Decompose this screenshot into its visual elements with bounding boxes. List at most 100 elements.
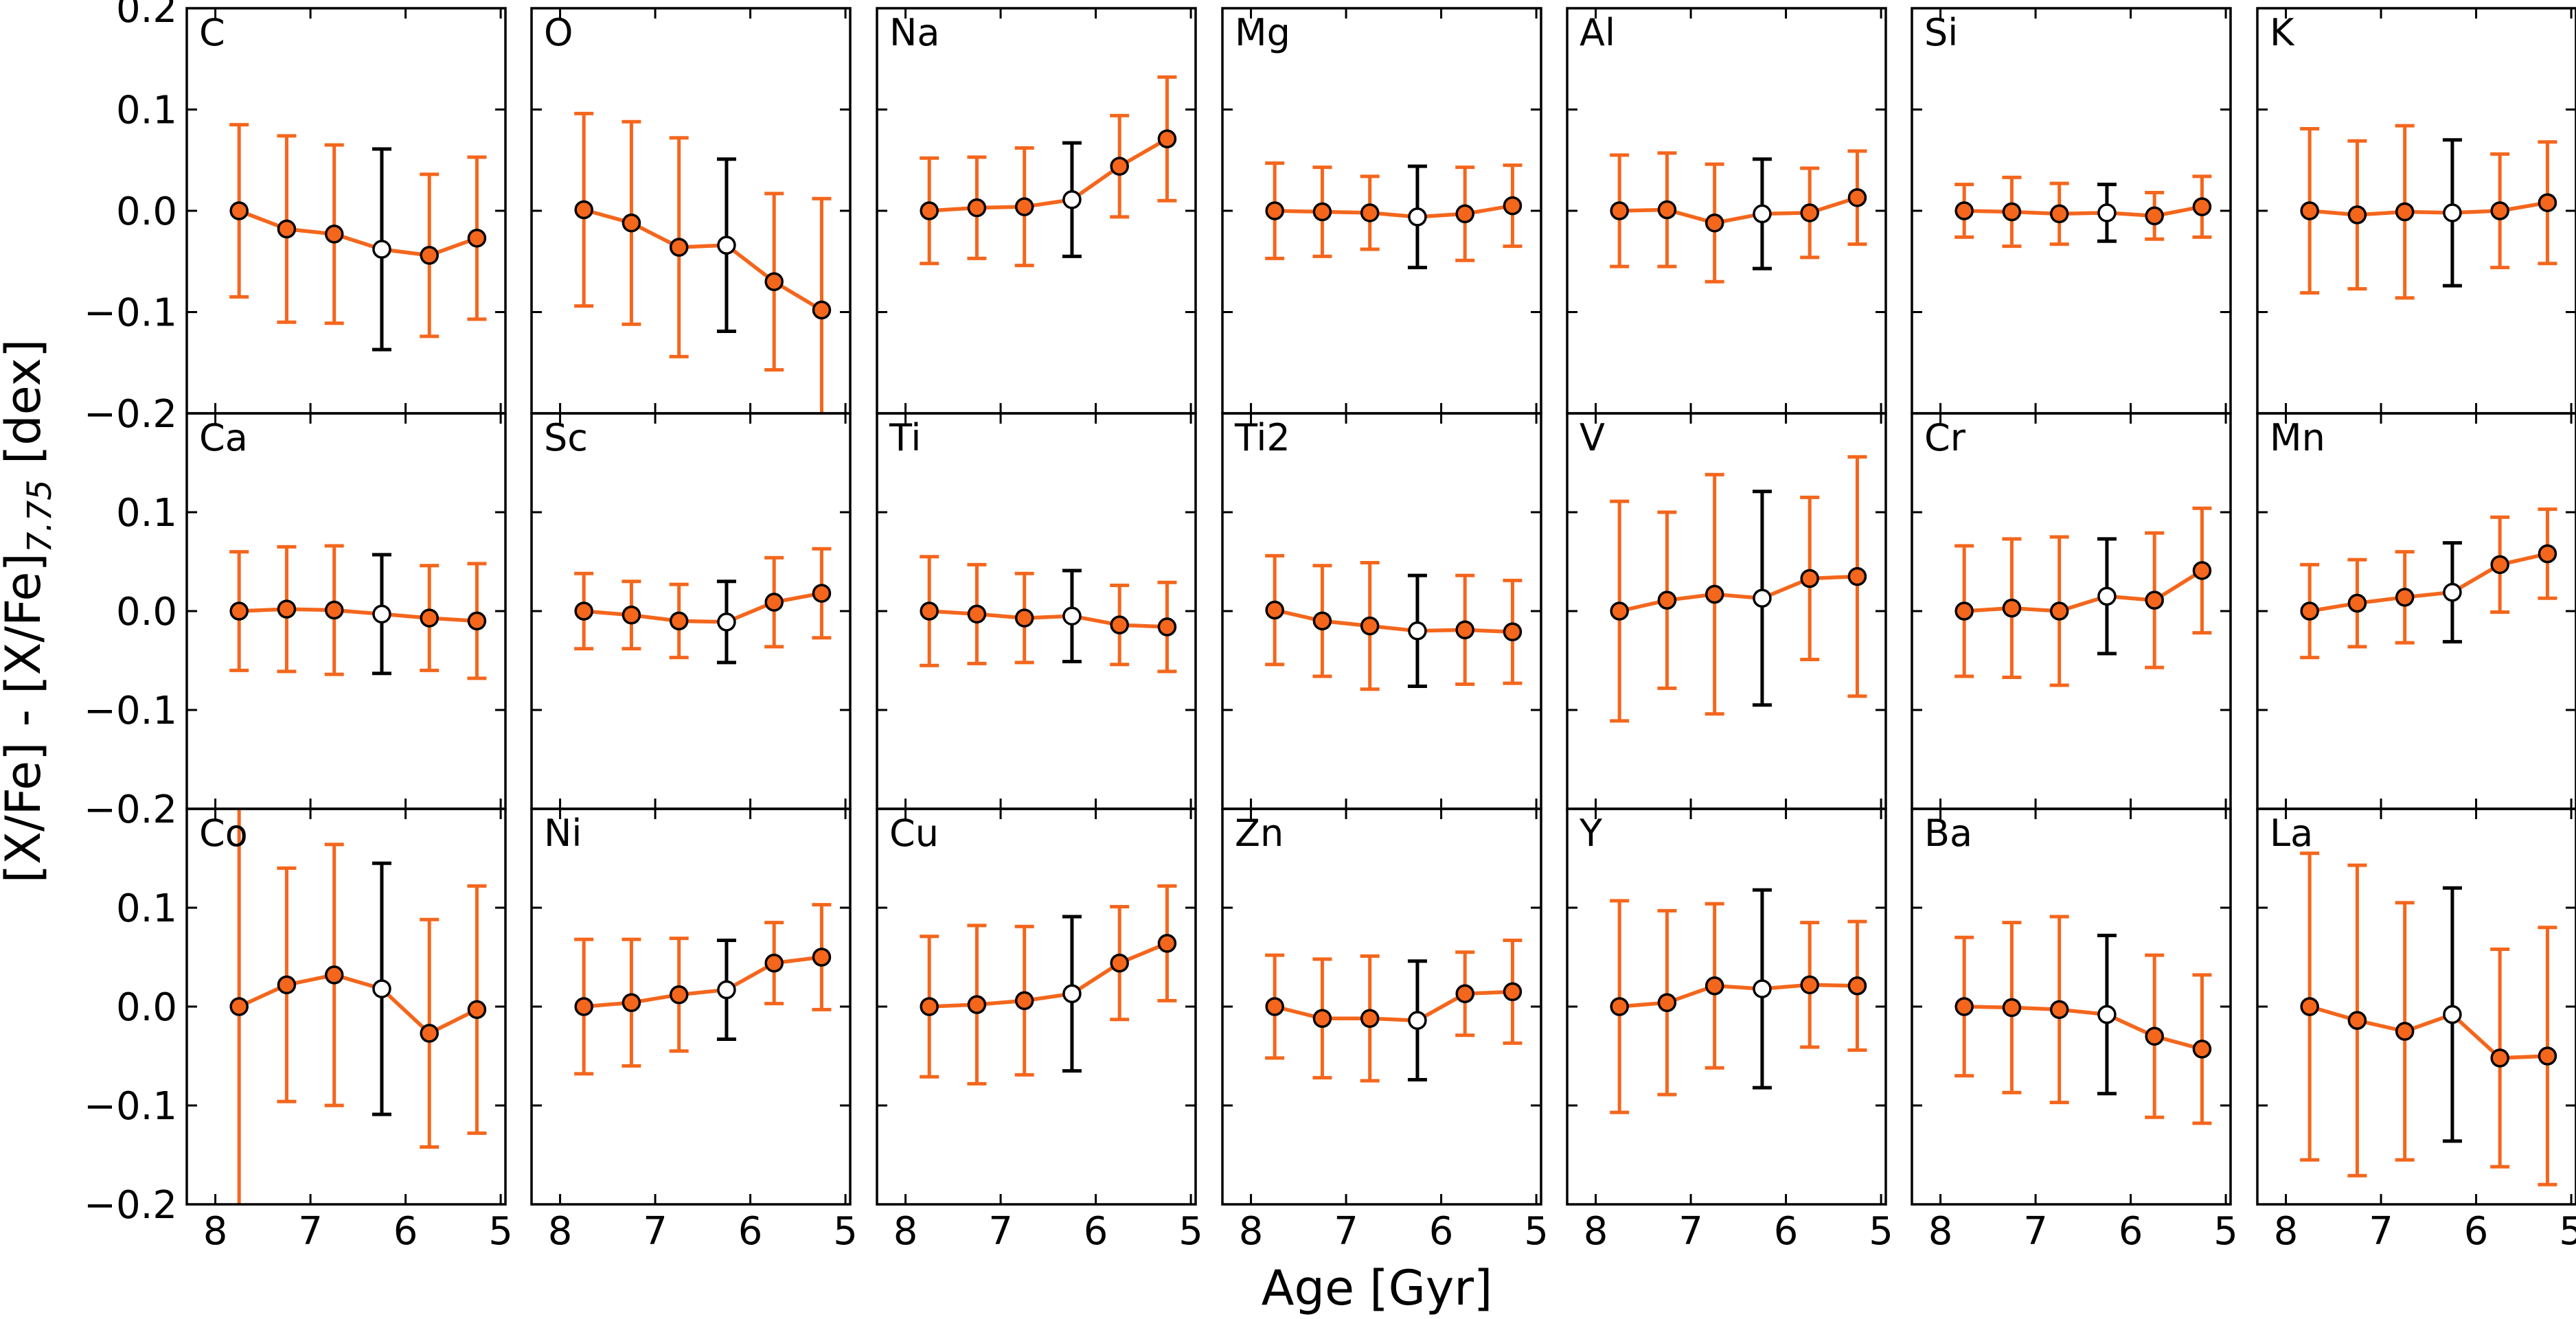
- trend-line: [238, 209, 478, 257]
- data-point: [1657, 200, 1677, 220]
- data-point: [2490, 201, 2509, 220]
- x-tick-label: 8: [2274, 1209, 2299, 1254]
- y-tick-label: 0.0: [116, 590, 177, 634]
- data-point: [2049, 601, 2069, 621]
- panel-al: Al: [1566, 7, 1887, 415]
- reference-point: [1062, 984, 1082, 1004]
- reference-point: [1753, 588, 1772, 608]
- reference-point: [2443, 1005, 2462, 1024]
- data-point: [2002, 998, 2022, 1018]
- panel-data-group: [920, 75, 1177, 268]
- panel-zn: 8 7 6 5 Zn: [1221, 807, 1549, 1254]
- panel-element-label: Ni: [544, 812, 582, 855]
- x-tick-label: 7: [2023, 1209, 2048, 1254]
- data-point: [2002, 598, 2022, 618]
- panel-mg: Mg: [1221, 7, 1542, 415]
- trend-line: [2309, 1005, 2548, 1060]
- reference-point: [1408, 207, 1427, 227]
- data-point: [669, 238, 689, 257]
- data-point: [467, 611, 487, 631]
- x-tick-label: 7: [988, 1209, 1013, 1254]
- data-point: [324, 600, 344, 620]
- trend-line: [929, 941, 1168, 1009]
- reference-point: [2097, 203, 2117, 222]
- y-axis-label-unit: [dex]: [0, 339, 52, 480]
- reference-point: [372, 979, 391, 998]
- reference-point: [1408, 1011, 1427, 1030]
- reference-point: [717, 980, 736, 1000]
- panel-element-label: Ca: [199, 416, 248, 459]
- y-axis-label-subscript: 7.75: [21, 479, 59, 553]
- data-point: [467, 229, 487, 248]
- data-point: [1110, 953, 1129, 973]
- reference-point: [2097, 1005, 2117, 1024]
- trend-line: [2309, 551, 2549, 613]
- data-point: [2002, 202, 2022, 222]
- panel-ni: 8 7 6 5 Ni: [530, 807, 858, 1254]
- reference-point: [2097, 586, 2117, 606]
- data-point: [1705, 213, 1724, 233]
- trend-line: [239, 607, 477, 623]
- x-tick-label: 5: [2213, 1209, 2238, 1254]
- reference-point: [1408, 621, 1427, 641]
- trend-line: [2309, 200, 2548, 217]
- data-point: [1847, 566, 1867, 586]
- data-point: [1954, 997, 1974, 1016]
- x-tick-label: 5: [488, 1209, 513, 1254]
- data-point: [1503, 196, 1523, 216]
- x-tick-label: 8: [1584, 1209, 1608, 1254]
- panel-element-label: K: [2270, 11, 2295, 54]
- panel-data-group: [1954, 915, 2212, 1125]
- trend-line: [1619, 196, 1858, 225]
- data-point: [1360, 616, 1380, 636]
- panel-data-group: [1265, 553, 1523, 691]
- data-point: [1503, 982, 1523, 1002]
- y-tick-label: 0.1: [116, 89, 177, 133]
- data-point: [812, 300, 832, 320]
- data-point: [1503, 622, 1523, 641]
- reference-point: [717, 236, 736, 255]
- data-point: [920, 997, 939, 1016]
- y-tick-label: 0.0: [116, 190, 177, 234]
- panel-o: O: [530, 7, 852, 415]
- data-point: [967, 604, 987, 624]
- data-point: [1705, 584, 1724, 604]
- trend-line: [929, 609, 1167, 629]
- data-point: [2538, 193, 2557, 212]
- panel-element-label: Y: [1579, 812, 1603, 855]
- data-point: [2347, 205, 2367, 225]
- panel-data-group: [1265, 161, 1523, 270]
- data-point: [1014, 197, 1034, 216]
- data-point: [324, 965, 344, 985]
- reference-point: [2443, 582, 2462, 602]
- x-tick-label: 6: [2119, 1209, 2143, 1254]
- data-point: [1265, 600, 1284, 620]
- data-point: [324, 225, 344, 244]
- panel-element-label: O: [544, 11, 573, 54]
- data-point: [2145, 1026, 2164, 1046]
- data-point: [1265, 201, 1284, 220]
- data-point: [920, 201, 939, 220]
- data-point: [1954, 601, 1974, 621]
- data-point: [2192, 561, 2212, 580]
- panel-element-label: Si: [1924, 11, 1958, 54]
- data-point: [2347, 1011, 2367, 1030]
- x-tick-label: 6: [1429, 1209, 1454, 1254]
- panel-data-group: [574, 111, 832, 413]
- panel-data-group: [920, 555, 1177, 674]
- data-point: [1014, 608, 1034, 628]
- data-point: [229, 601, 249, 621]
- x-tick-label: 8: [203, 1209, 228, 1254]
- data-point: [1455, 204, 1474, 224]
- x-axis-label: Age [Gyr]: [1262, 1260, 1493, 1316]
- data-point: [1014, 991, 1034, 1011]
- panel-ti2: Ti2: [1221, 412, 1542, 810]
- data-point: [1705, 976, 1724, 996]
- panel-element-label: Co: [199, 812, 248, 855]
- x-tick-label: 5: [1524, 1209, 1549, 1254]
- panel-cu: 8 7 6 5 Cu: [876, 807, 1203, 1254]
- panel-v: V: [1566, 412, 1887, 810]
- data-point: [622, 993, 641, 1012]
- panel-element-label: Cr: [1924, 416, 1966, 459]
- panel-element-label: V: [1580, 416, 1605, 459]
